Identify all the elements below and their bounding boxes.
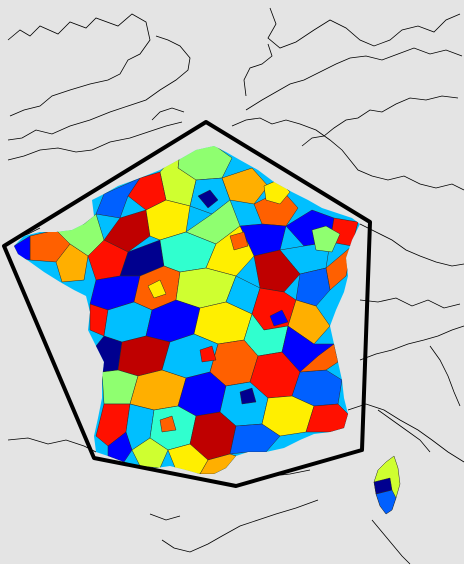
map-border-bottom: [0, 564, 472, 572]
map-border-right: [464, 0, 472, 572]
convex-hull-outline: [2, 120, 372, 488]
corsica-regions[interactable]: [373, 455, 401, 515]
country-borders: [7, 7, 465, 565]
